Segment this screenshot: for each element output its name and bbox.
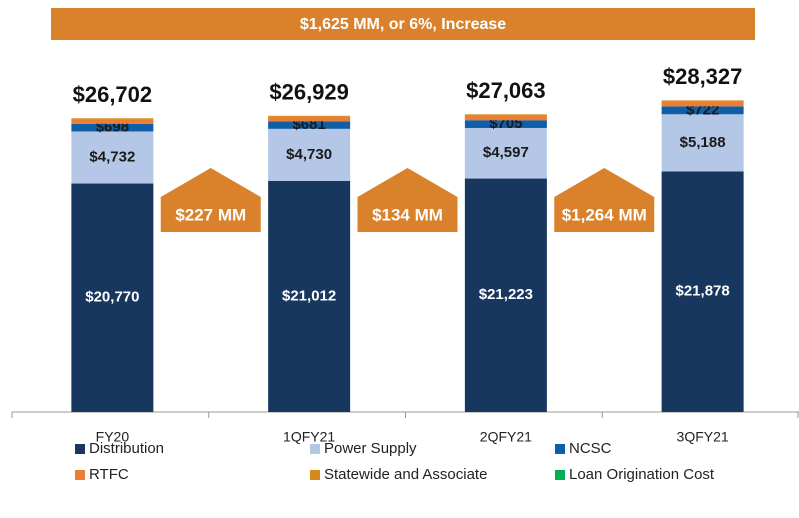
total-label: $27,063	[466, 78, 546, 103]
legend-label: Statewide and Associate	[324, 466, 487, 483]
increment-label: $227 MM	[175, 205, 246, 224]
bar-segment	[662, 100, 744, 101]
data-label: $21,223	[479, 286, 533, 303]
bar-segment	[662, 102, 744, 107]
bar-segment	[268, 117, 350, 121]
bar-segment	[465, 115, 547, 120]
legend-swatch	[555, 470, 565, 480]
total-label: $26,929	[269, 80, 349, 105]
total-label: $26,702	[73, 82, 153, 107]
bar-segment	[465, 114, 547, 115]
increment-label: $134 MM	[372, 205, 443, 224]
legend-swatch	[75, 444, 85, 454]
bar-segment	[71, 119, 153, 123]
legend-label: NCSC	[569, 440, 612, 457]
legend-label: RTFC	[89, 466, 129, 483]
bar-segment	[71, 118, 153, 119]
legend-swatch	[555, 444, 565, 454]
legend-label: Distribution	[89, 440, 164, 457]
legend-swatch	[310, 470, 320, 480]
legend-label: Loan Origination Cost	[569, 466, 715, 483]
total-label: $28,327	[663, 64, 743, 89]
legend-swatch	[75, 470, 85, 480]
data-label: $21,878	[676, 283, 730, 300]
increment-label: $1,264 MM	[562, 205, 647, 224]
x-tick-label: 2QFY21	[480, 429, 532, 445]
x-tick-label: 3QFY21	[677, 429, 729, 445]
data-label: $20,770	[85, 289, 139, 306]
legend-swatch	[310, 444, 320, 454]
data-label: $21,012	[282, 287, 336, 304]
data-label: $4,732	[89, 148, 135, 165]
bar-segment	[268, 116, 350, 117]
data-label: $4,730	[286, 146, 332, 163]
data-label: $5,188	[680, 134, 726, 151]
data-label: $4,597	[483, 144, 529, 161]
chart-title: $1,625 MM, or 6%, Increase	[300, 16, 506, 33]
legend-label: Power Supply	[324, 440, 417, 457]
